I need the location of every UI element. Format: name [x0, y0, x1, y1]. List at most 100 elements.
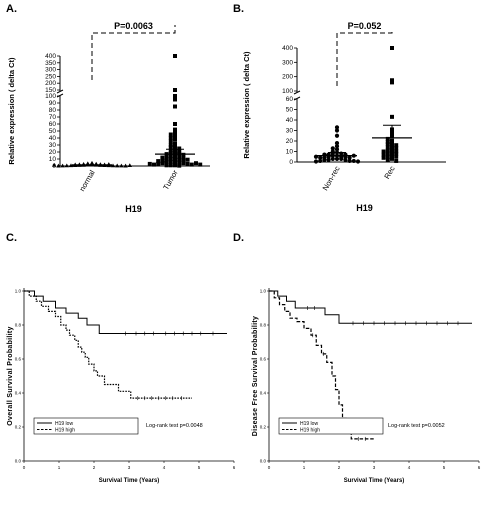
axis-break-mark	[293, 90, 301, 95]
y-tick-label: 50	[49, 128, 57, 135]
data-point	[394, 154, 399, 159]
x-tick-label: 4	[163, 465, 166, 470]
y-tick-label: 100	[45, 93, 56, 100]
data-point	[177, 149, 182, 154]
y-tick-label: 70	[49, 114, 57, 121]
data-point	[326, 157, 331, 162]
data-point	[394, 151, 399, 156]
y-tick-label: 300	[45, 67, 56, 74]
significance-bracket	[91, 25, 176, 80]
logrank-label: Log-rank test p=0.0052	[388, 423, 445, 429]
data-point	[168, 143, 173, 147]
data-point	[189, 162, 194, 167]
y-tick-label: 50	[286, 107, 294, 114]
data-point	[168, 157, 173, 161]
legend-label: H19 low	[300, 421, 318, 427]
axis-break-mark	[293, 96, 301, 101]
x-tick-label: 3	[128, 465, 131, 470]
data-point	[119, 163, 124, 168]
y-tick-label: 0.0	[15, 459, 22, 464]
y-axis-label: Overall Survival Probability	[7, 326, 14, 425]
x-tick-label: 0	[268, 465, 271, 470]
x-axis-label: H19	[356, 203, 373, 213]
y-tick-label: 40	[286, 117, 294, 124]
y-tick-label: 30	[49, 142, 57, 149]
legend-label: H19 high	[55, 427, 75, 433]
x-category-label: Non-rec	[321, 164, 342, 192]
data-point	[64, 163, 69, 168]
data-point	[173, 153, 177, 158]
data-point	[147, 161, 152, 166]
data-point	[390, 80, 394, 85]
data-point	[164, 155, 169, 160]
data-point	[173, 159, 177, 164]
y-tick-label: 0.2	[15, 425, 22, 430]
data-point	[185, 157, 190, 162]
x-tick-label: 2	[338, 465, 341, 470]
data-point	[394, 146, 399, 151]
x-tick-label: 2	[93, 465, 96, 470]
x-category-label: Rec	[382, 164, 397, 180]
data-point	[313, 159, 319, 164]
data-point	[334, 156, 340, 161]
y-tick-label: 0.2	[260, 425, 267, 430]
data-point	[385, 136, 390, 141]
y-axis-label: Relative expression ( delta Ct)	[7, 57, 16, 165]
data-point	[394, 143, 399, 148]
y-tick-label: 20	[286, 138, 294, 145]
y-tick-label: 30	[286, 128, 294, 135]
data-point	[168, 132, 173, 137]
data-point	[390, 114, 394, 119]
data-point	[177, 157, 182, 162]
data-point	[52, 162, 57, 167]
data-point	[173, 163, 177, 168]
x-tick-label: 3	[373, 465, 376, 470]
legend-label: H19 high	[300, 427, 320, 433]
data-point	[173, 134, 177, 139]
data-point	[173, 141, 177, 146]
data-point	[390, 139, 394, 143]
y-tick-label: 250	[45, 73, 56, 80]
y-tick-label: 1.0	[260, 289, 267, 294]
y-tick-label: 80	[49, 107, 57, 114]
data-point	[168, 139, 173, 144]
data-point	[168, 154, 173, 159]
data-point	[334, 147, 340, 152]
data-point	[164, 163, 169, 168]
y-tick-label: 40	[49, 135, 57, 142]
y-tick-label: 10	[49, 156, 57, 163]
data-point	[181, 158, 186, 163]
data-point	[115, 163, 120, 168]
data-point	[185, 161, 190, 166]
data-point	[177, 154, 182, 159]
y-tick-label: 60	[286, 96, 294, 103]
data-point	[334, 133, 340, 138]
data-point	[173, 97, 177, 102]
data-point	[168, 148, 173, 153]
km-curve-high	[24, 290, 192, 399]
y-tick-label: 200	[282, 74, 293, 81]
x-axis-label: Survival Time (Years)	[344, 478, 405, 484]
y-axis-label: Relative expression ( delta Ct)	[242, 51, 251, 159]
km-curve-high	[269, 290, 374, 440]
x-tick-label: 5	[443, 465, 446, 470]
data-point	[351, 158, 356, 164]
data-point	[394, 158, 399, 163]
legend-label: H19 low	[55, 421, 73, 427]
data-point	[160, 159, 165, 164]
data-point	[56, 163, 61, 168]
data-point	[330, 146, 335, 151]
p-value-label: P=0.052	[348, 21, 382, 31]
y-tick-label: 0.6	[15, 357, 22, 362]
data-point	[177, 163, 182, 168]
x-tick-label: 4	[408, 465, 411, 470]
data-point	[156, 161, 161, 166]
panel-c-km-chart: 0.0 0.2 0.4 0.6 0.8 1.0 0 1 2 3 4 5 6 Survival Time (…	[7, 288, 236, 484]
axis-break-mark	[56, 89, 64, 94]
logrank-label: Log-rank test p=0.0048	[146, 423, 203, 429]
data-point	[164, 160, 169, 165]
y-tick-label: 100	[282, 88, 293, 95]
x-tick-label: 1	[303, 465, 306, 470]
x-tick-label: 6	[233, 465, 236, 470]
data-point	[127, 163, 132, 168]
